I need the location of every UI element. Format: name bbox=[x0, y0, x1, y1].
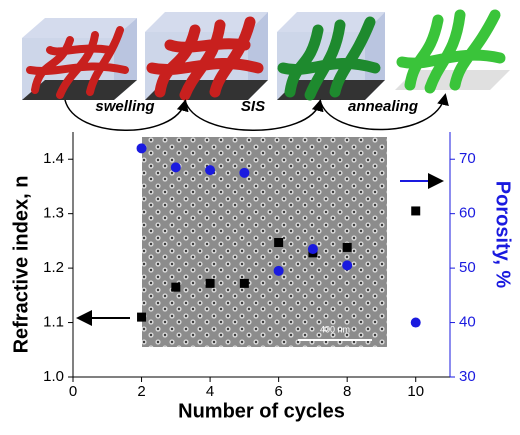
y-axis-title: Refractive index, n bbox=[10, 176, 32, 354]
sem-inset: 400 nm bbox=[142, 137, 387, 347]
x-tick-label: 0 bbox=[69, 383, 77, 400]
box-sis bbox=[145, 12, 268, 101]
step-label: SIS bbox=[241, 98, 265, 115]
data-point bbox=[205, 165, 216, 176]
data-point bbox=[342, 242, 352, 252]
y-tick-label: 1.0 bbox=[43, 368, 64, 385]
y-tick-label: 1.4 bbox=[43, 150, 64, 167]
y2-tick-label: 30 bbox=[459, 368, 476, 385]
box-swelling bbox=[22, 18, 137, 100]
y-tick-label: 1.1 bbox=[43, 314, 64, 331]
data-point bbox=[274, 238, 284, 248]
x-axis-title: Number of cycles bbox=[178, 400, 345, 422]
data-point bbox=[170, 162, 181, 173]
y2-tick-label: 50 bbox=[459, 259, 476, 276]
x-tick-label: 6 bbox=[274, 383, 282, 400]
y2-axis-title: Porosity, % bbox=[492, 181, 514, 289]
data-point bbox=[136, 143, 147, 154]
step-label: swelling bbox=[95, 98, 154, 115]
x-tick-label: 10 bbox=[407, 383, 424, 400]
y2-tick-label: 40 bbox=[459, 314, 476, 331]
data-point bbox=[307, 244, 318, 255]
data-point bbox=[205, 278, 215, 288]
data-point bbox=[137, 312, 147, 322]
data-point bbox=[273, 265, 284, 276]
illustration: swelling SIS annealing bbox=[22, 9, 510, 131]
y2-tick-label: 70 bbox=[459, 150, 476, 167]
step-label: annealing bbox=[348, 98, 418, 115]
data-point bbox=[239, 167, 250, 178]
data-point bbox=[411, 206, 421, 216]
box-annealing bbox=[277, 12, 385, 101]
data-point bbox=[239, 278, 249, 288]
data-point bbox=[171, 282, 181, 292]
y2-tick-label: 60 bbox=[459, 205, 476, 222]
data-point bbox=[342, 260, 353, 271]
final-structure bbox=[395, 9, 510, 94]
x-tick-label: 2 bbox=[137, 383, 145, 400]
y-tick-label: 1.2 bbox=[43, 259, 64, 276]
scale-bar-label: 400 nm bbox=[320, 324, 350, 334]
data-point bbox=[410, 317, 421, 328]
y-tick-label: 1.3 bbox=[43, 205, 64, 222]
x-tick-label: 8 bbox=[343, 383, 351, 400]
x-tick-label: 4 bbox=[206, 383, 214, 400]
